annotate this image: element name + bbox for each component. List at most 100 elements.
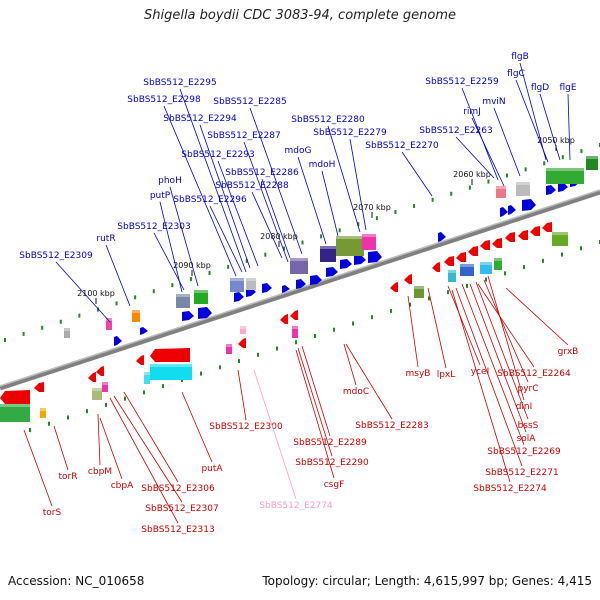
reverse-gene-arrow: [542, 222, 552, 232]
bottom-gene-label: SbBS512_E2264: [497, 369, 571, 379]
bottom-gene-label: dinI: [516, 402, 533, 412]
bottom-label-leader: [99, 417, 123, 480]
forward-gene-arrow: [114, 336, 122, 346]
top-label-leader: [455, 136, 495, 179]
gc-marker: [428, 296, 430, 301]
bottom-gene-label: SbBS512_E2283: [355, 421, 428, 431]
gc-marker: [409, 302, 411, 307]
bottom-label-leader: [113, 395, 183, 503]
feature-box-shade: [494, 258, 502, 261]
reverse-gene-arrow: [468, 246, 478, 256]
feature-box-shade: [336, 236, 364, 239]
gc-marker: [200, 371, 202, 376]
bottom-label-leader: [253, 369, 297, 500]
gc-marker: [523, 265, 525, 270]
reverse-gene-arrow: [96, 366, 104, 376]
top-label-leader: [349, 138, 367, 231]
gc-marker: [22, 331, 25, 336]
bottom-gene-label: solA: [517, 434, 537, 444]
forward-gene-arrow: [508, 205, 516, 215]
top-label-leader: [159, 201, 183, 293]
gc-marker: [413, 203, 416, 208]
gc-marker: [276, 346, 278, 351]
feature-box-shade: [586, 156, 598, 159]
gc-marker: [301, 240, 304, 245]
top-label-leader: [169, 186, 199, 287]
reverse-gene-arrow: [505, 232, 515, 242]
bottom-label-leader: [295, 349, 335, 479]
gc-marker: [29, 428, 31, 432]
top-label-leader: [539, 93, 561, 161]
top-gene-label: SbBS512_E2294: [163, 114, 237, 124]
gc-marker: [485, 277, 487, 282]
top-label-leader: [179, 88, 247, 273]
gc-marker: [105, 402, 107, 407]
gc-marker: [314, 334, 316, 338]
bottom-label-leader: [447, 285, 481, 366]
feature-box-shade: [92, 388, 102, 391]
feature-box: [194, 290, 208, 304]
top-label-leader: [471, 117, 505, 187]
feature-box-shade: [102, 382, 108, 385]
gc-marker: [357, 222, 360, 227]
gc-marker: [561, 155, 564, 160]
map-title: Shigella boydii CDC 3083-94, complete ge…: [143, 8, 457, 23]
gc-marker: [219, 365, 221, 370]
top-gene-label: flgD: [531, 83, 549, 93]
forward-gene-arrow: [438, 232, 446, 242]
feature-box: [494, 258, 502, 270]
gc-marker: [4, 338, 6, 342]
top-gene-label: flgE: [559, 83, 576, 93]
reverse-gene-arrow: [390, 282, 398, 292]
forward-gene-arrow: [310, 275, 322, 285]
feature-box-shade: [460, 264, 474, 267]
gc-marker: [450, 191, 453, 196]
forward-gene-arrow: [326, 267, 338, 277]
accession-text: Accession: NC_010658: [8, 574, 145, 588]
feature-box-shade: [448, 270, 456, 273]
gc-marker: [352, 321, 354, 326]
gc-marker: [504, 271, 506, 276]
feature-box: [546, 168, 584, 184]
bottom-gene-label: msyB: [406, 369, 431, 379]
feature-box: [144, 372, 150, 384]
gc-marker: [115, 301, 118, 306]
scale-tick-label: 2100 kbp: [77, 289, 115, 298]
forward-gene-arrow: [234, 292, 244, 302]
top-label-leader: [243, 141, 289, 263]
forward-gene-arrow: [546, 185, 556, 195]
gc-marker: [96, 307, 99, 312]
gc-marker: [134, 295, 137, 300]
bottom-gene-label: csgF: [324, 480, 345, 490]
feature-box-shade: [176, 294, 190, 297]
feature-box-shade: [240, 326, 246, 329]
reverse-gene-arrow: [456, 252, 466, 262]
feature-box-shade: [64, 328, 70, 331]
bottom-gene-label: torS: [43, 508, 62, 518]
reverse-gene-arrow: [280, 314, 288, 324]
top-label-leader: [251, 191, 283, 259]
gc-marker: [375, 216, 378, 221]
gc-marker: [59, 319, 62, 324]
topology-text: Topology: circular; Length: 4,615,997 bp…: [262, 574, 592, 588]
forward-gene-arrow: [282, 285, 290, 293]
feature-box-shade: [150, 364, 192, 367]
feature-box: [150, 364, 192, 380]
bottom-label-leader: [181, 391, 213, 463]
gc-marker: [41, 325, 44, 330]
reverse-gene-arrow: [34, 382, 44, 392]
bottom-gene-label: SbBS512_E2269: [487, 447, 561, 457]
reverse-gene-arrow: [238, 338, 246, 348]
top-label-leader: [493, 107, 521, 177]
top-gene-label: flgC: [507, 69, 525, 79]
top-gene-label: rutR: [96, 234, 115, 244]
gc-marker: [338, 228, 341, 233]
top-gene-label: SbBS512_E2287: [207, 131, 280, 141]
top-gene-label: SbBS512_E2270: [365, 141, 439, 151]
gc-marker: [238, 359, 240, 364]
feature-box: [290, 258, 308, 274]
gc-marker: [580, 149, 583, 154]
feature-box-shade: [132, 310, 140, 313]
feature-box-shade: [496, 186, 506, 189]
bottom-gene-label: SbBS512_E2306: [141, 484, 215, 494]
